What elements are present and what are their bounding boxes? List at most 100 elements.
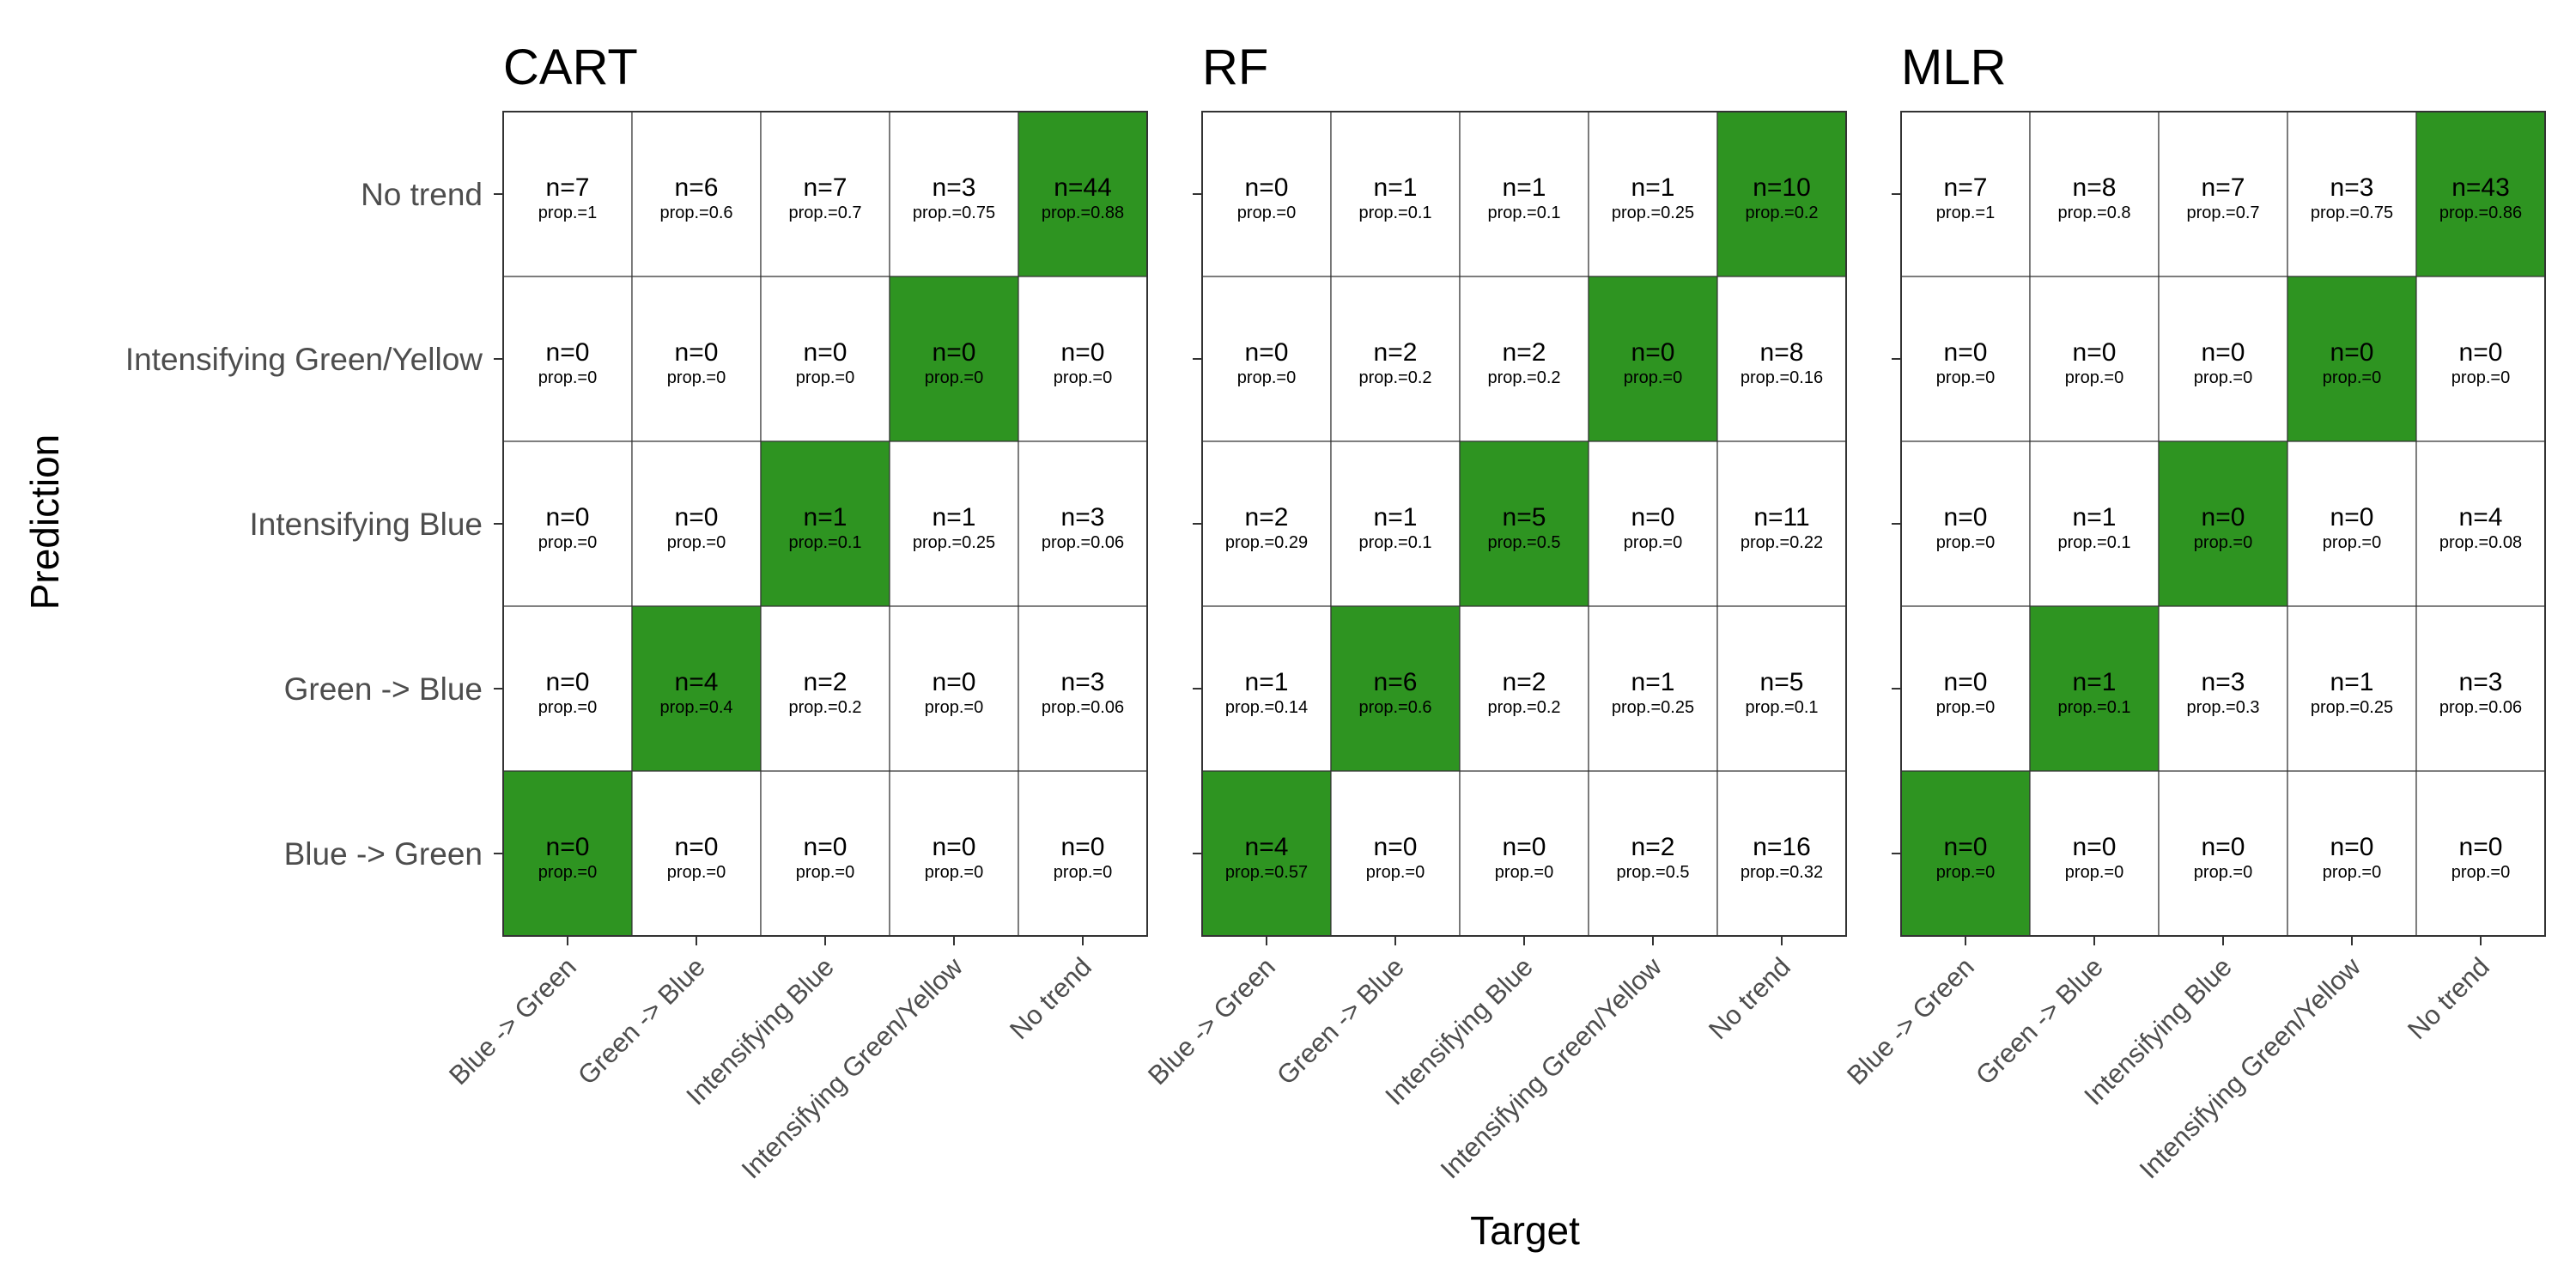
- matrix-cell: [1018, 276, 1148, 442]
- cell-count-label: n=3: [1061, 668, 1105, 696]
- cell-proportion-label: prop.=0: [667, 533, 726, 552]
- x-tick-label: Blue -> Green: [1142, 951, 1281, 1091]
- cell-proportion-label: prop.=0: [2451, 368, 2510, 387]
- cell-proportion-label: prop.=0.8: [2057, 204, 2130, 222]
- cell-proportion-label: prop.=0: [796, 368, 854, 387]
- cell-count-label: n=4: [1245, 833, 1289, 861]
- cell-count-label: n=4: [675, 668, 719, 696]
- panel-rf: RFn=0prop.=0n=1prop.=0.1n=1prop.=0.1n=1p…: [1142, 39, 1847, 1185]
- cell-count-label: n=3: [2202, 668, 2245, 696]
- x-axis-title: Target: [1470, 1208, 1580, 1253]
- diagonal-cell: [631, 605, 762, 772]
- cell-proportion-label: prop.=0.2: [1487, 698, 1560, 717]
- cell-proportion-label: prop.=0.1: [2057, 533, 2130, 552]
- matrix-cell: [2158, 605, 2288, 772]
- cell-proportion-label: prop.=0.1: [1358, 533, 1431, 552]
- cell-count-label: n=5: [1503, 503, 1546, 532]
- cell-count-label: n=7: [1944, 173, 1988, 202]
- diagonal-cell: [1459, 440, 1589, 607]
- y-tick-label: Blue -> Green: [284, 836, 483, 872]
- cell-count-label: n=2: [1503, 338, 1546, 367]
- x-tick-label: Blue -> Green: [443, 951, 582, 1091]
- panel-title: RF: [1202, 39, 1268, 95]
- matrix-cell: [889, 440, 1019, 607]
- cell-count-label: n=0: [1631, 338, 1675, 367]
- cell-proportion-label: prop.=0.2: [1487, 368, 1560, 387]
- cell-proportion-label: prop.=0: [1054, 863, 1112, 882]
- cell-count-label: n=7: [546, 173, 590, 202]
- cell-count-label: n=2: [1374, 338, 1418, 367]
- cell-proportion-label: prop.=0.5: [1487, 533, 1560, 552]
- cell-count-label: n=11: [1753, 503, 1809, 532]
- matrix-cell: [2415, 605, 2546, 772]
- matrix-cell: [2415, 440, 2546, 607]
- diagonal-cell: [2287, 276, 2417, 442]
- matrix-cell: [2029, 440, 2160, 607]
- matrix-cell: [631, 111, 762, 277]
- cell-proportion-label: prop.=0.14: [1225, 698, 1308, 717]
- matrix-cell: [1018, 605, 1148, 772]
- cell-count-label: n=8: [2073, 173, 2117, 202]
- cell-proportion-label: prop.=0: [925, 698, 983, 717]
- cell-count-label: n=0: [2202, 338, 2245, 367]
- cell-proportion-label: prop.=0: [1936, 533, 1995, 552]
- cell-proportion-label: prop.=0: [1495, 863, 1553, 882]
- matrix-cell: [2029, 276, 2160, 442]
- matrix-cell: [1459, 111, 1589, 277]
- cell-proportion-label: prop.=0.6: [659, 204, 732, 222]
- panel-title: MLR: [1901, 39, 2006, 95]
- cell-count-label: n=0: [2202, 833, 2245, 861]
- cell-count-label: n=0: [546, 668, 590, 696]
- cell-proportion-label: prop.=0.22: [1741, 533, 1823, 552]
- diagonal-cell: [1018, 111, 1148, 277]
- cell-proportion-label: prop.=0: [667, 368, 726, 387]
- cell-proportion-label: prop.=0.25: [2311, 698, 2393, 717]
- cell-count-label: n=7: [2202, 173, 2245, 202]
- matrix-cell: [1716, 605, 1847, 772]
- x-tick-label: Green -> Blue: [1970, 951, 2109, 1091]
- cell-count-label: n=2: [1503, 668, 1546, 696]
- cell-proportion-label: prop.=0.06: [1042, 533, 1124, 552]
- cell-proportion-label: prop.=0: [538, 863, 597, 882]
- cell-proportion-label: prop.=0.25: [1612, 204, 1694, 222]
- matrix-cell: [1018, 440, 1148, 607]
- cell-count-label: n=0: [546, 503, 590, 532]
- x-tick-label: Intensifying Green/Yellow: [1435, 951, 1668, 1185]
- cell-proportion-label: prop.=0: [1936, 368, 1995, 387]
- cell-count-label: n=44: [1054, 173, 1112, 202]
- matrix-cell: [760, 276, 890, 442]
- panels-group: CART n=7 prop.=1 n=6 prop.=0.6 n=7 prop.=0.7 n=…: [125, 39, 2546, 1185]
- cell-count-label: n=3: [1061, 503, 1105, 532]
- diagonal-cell: [1330, 605, 1461, 772]
- x-tick-label: Green -> Blue: [572, 951, 711, 1091]
- cell-proportion-label: prop.=0.1: [1358, 204, 1431, 222]
- cell-proportion-label: prop.=0: [1624, 368, 1682, 387]
- matrix-cell: [1330, 111, 1461, 277]
- cell-proportion-label: prop.=0: [2323, 863, 2381, 882]
- cell-proportion-label: prop.=0.06: [2439, 698, 2522, 717]
- cell-proportion-label: prop.=0.32: [1741, 863, 1823, 882]
- diagonal-cell: [2158, 440, 2288, 607]
- matrix-cell: [1459, 605, 1589, 772]
- cell-count-label: n=0: [2202, 503, 2245, 532]
- matrix-cell: [1716, 770, 1847, 937]
- cell-proportion-label: prop.=0: [1936, 863, 1995, 882]
- matrix-cell: [760, 770, 890, 937]
- cell-proportion-label: prop.=1: [538, 204, 597, 222]
- cell-count-label: n=1: [1374, 173, 1418, 202]
- cell-proportion-label: prop.=0.7: [788, 204, 861, 222]
- cell-count-label: n=0: [1944, 668, 1988, 696]
- cell-count-label: n=1: [2073, 668, 2117, 696]
- x-tick-label: No trend: [1004, 951, 1097, 1045]
- matrix-cell: [502, 276, 633, 442]
- cell-proportion-label: prop.=0.08: [2439, 533, 2522, 552]
- cell-count-label: n=0: [2459, 338, 2503, 367]
- cell-proportion-label: prop.=0.5: [1616, 863, 1689, 882]
- panel-cart: CART n=7 prop.=1 n=6 prop.=0.6 n=7 prop.=0.7 n=…: [125, 39, 1148, 1185]
- cell-proportion-label: prop.=0: [2194, 368, 2252, 387]
- cell-count-label: n=0: [1374, 833, 1418, 861]
- cell-proportion-label: prop.=0.1: [788, 533, 861, 552]
- cell-count-label: n=0: [1245, 173, 1289, 202]
- cell-count-label: n=0: [1944, 503, 1988, 532]
